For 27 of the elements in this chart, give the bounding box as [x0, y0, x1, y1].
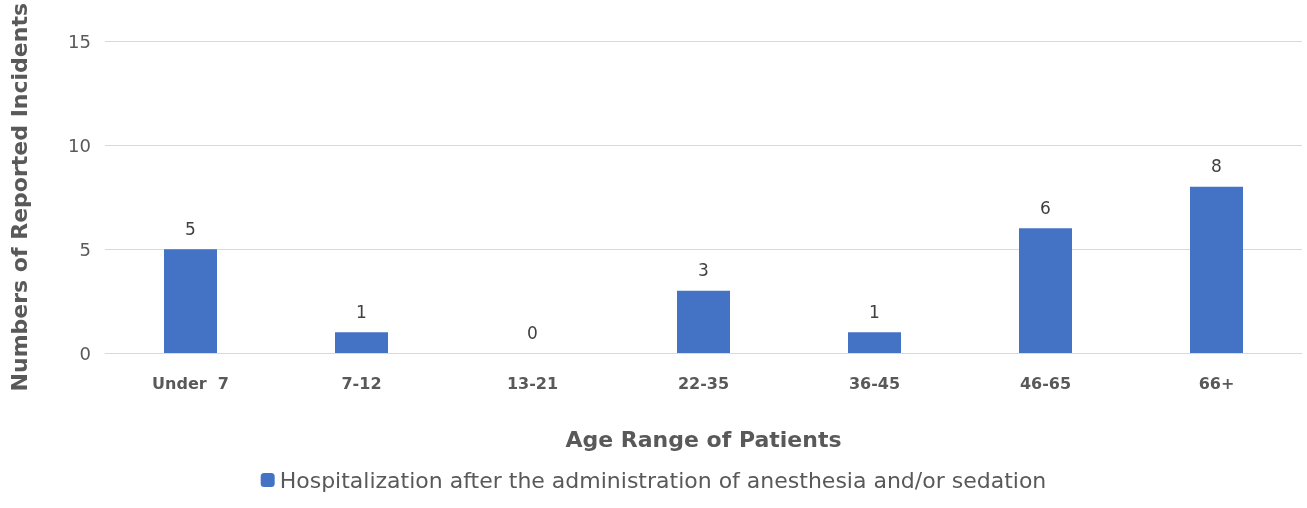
x-axis-title: Age Range of Patients	[565, 426, 842, 452]
data-label: 1	[356, 301, 367, 322]
x-tick-label: 13-21	[506, 373, 559, 393]
bar	[164, 249, 218, 353]
x-tick-label: 66+	[1198, 373, 1235, 393]
data-label: 5	[185, 218, 196, 239]
bar	[1019, 228, 1073, 353]
bar	[677, 290, 731, 353]
x-tick-label: Under 7	[152, 373, 229, 393]
x-tick-label: 46-65	[1019, 373, 1072, 393]
y-tick-label: 0	[79, 342, 91, 364]
x-tick-label: 36-45	[848, 373, 901, 393]
data-label: 8	[1211, 156, 1222, 177]
data-label: 3	[698, 260, 709, 281]
data-label: 1	[869, 301, 880, 322]
y-tick-label: 5	[79, 238, 91, 260]
bar	[1189, 186, 1243, 353]
x-tick-label: 22-35	[677, 373, 730, 393]
data-label: 6	[1040, 197, 1051, 218]
y-axis-title: Numbers of Reported Incidents	[6, 3, 32, 392]
y-tick-label: 10	[68, 134, 91, 156]
legend-label: Hospitalization after the administration of anesthesia and/or sedation	[279, 467, 1047, 493]
data-label: 0	[527, 322, 538, 343]
x-tick-label: 7-12	[341, 373, 382, 393]
y-tick-label: 15	[68, 30, 91, 52]
bar	[848, 332, 902, 353]
bar	[335, 332, 389, 353]
